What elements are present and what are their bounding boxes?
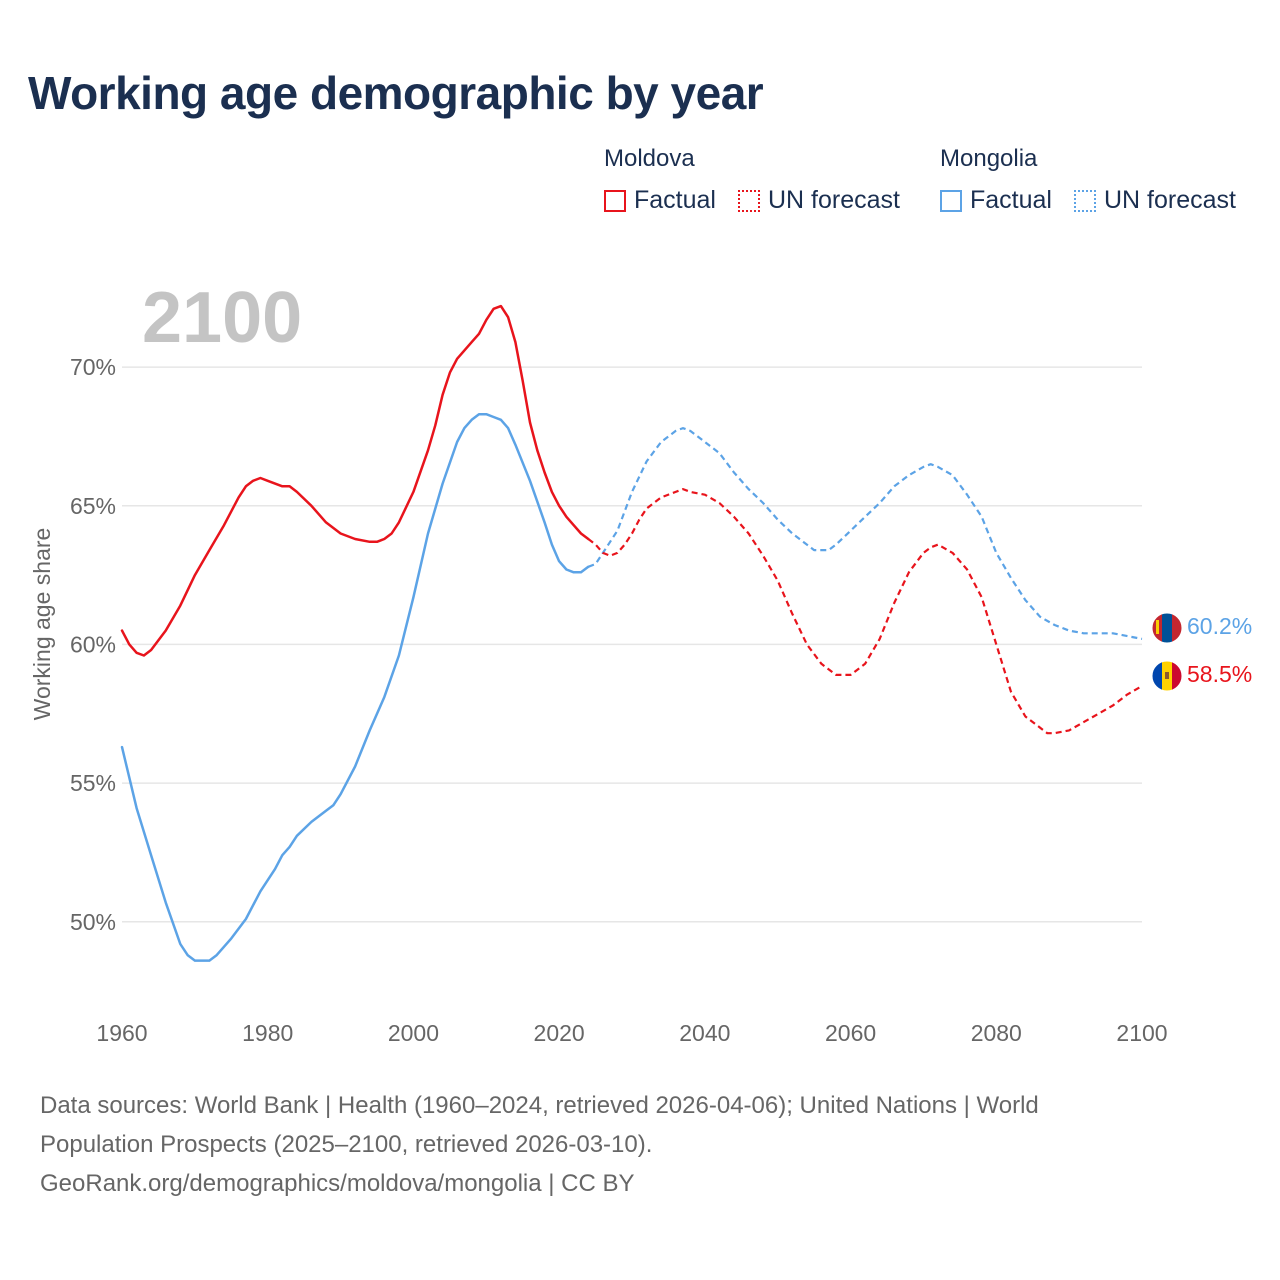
end-value-label-mongolia: 60.2% <box>1187 613 1252 639</box>
line-chart: 50% 55% 60% 65% 70% 1960 1980 2000 2020 2040 2060 2… <box>29 278 1252 1046</box>
legend-mongolia-forecast[interactable]: UN forecast <box>1074 186 1236 215</box>
x-tick-label: 1960 <box>96 1020 147 1046</box>
legend-group-moldova: Moldova <box>604 145 695 172</box>
x-tick-label: 2000 <box>388 1020 439 1046</box>
series-line-moldova-forecast[interactable] <box>587 488 1143 735</box>
footer-line: Population Prospects (2025–2100, retriev… <box>40 1131 653 1158</box>
legend-swatch-solid <box>604 189 626 212</box>
legend-label: UN forecast <box>1104 186 1236 214</box>
legend-swatch-dotted <box>738 189 760 212</box>
x-tick-label: 2080 <box>971 1020 1022 1046</box>
series <box>120 304 1143 962</box>
series-line-mongolia-forecast[interactable] <box>587 427 1143 640</box>
grid: 50% 55% 60% 65% 70% 1960 1980 2000 2020 2040 2060 2… <box>70 354 1168 1046</box>
x-tick-label: 2040 <box>679 1020 730 1046</box>
footer-link[interactable]: GeoRank.org/demographics/moldova/mongoli… <box>40 1170 635 1197</box>
legend-swatch-dotted <box>1074 189 1096 212</box>
legend-swatch-solid <box>940 189 962 212</box>
legend-label: Factual <box>970 186 1052 214</box>
legend-moldova-factual[interactable]: Factual <box>604 186 716 215</box>
mongolia-flag-icon <box>1151 612 1183 644</box>
series-line-mongolia-factual[interactable] <box>120 412 590 962</box>
legend-label: UN forecast <box>768 186 900 214</box>
y-tick-label: 55% <box>70 770 116 796</box>
y-axis-label: Working age share <box>29 528 55 721</box>
series-line-moldova-factual[interactable] <box>120 304 590 657</box>
x-tick-label: 2100 <box>1116 1020 1167 1046</box>
x-tick-label: 1980 <box>242 1020 293 1046</box>
x-tick-label: 2060 <box>825 1020 876 1046</box>
legend-moldova-forecast[interactable]: UN forecast <box>738 186 900 215</box>
y-tick-label: 70% <box>70 354 116 380</box>
y-tick-label: 65% <box>70 493 116 519</box>
chart-title: Working age demographic by year <box>28 67 764 119</box>
x-tick-label: 2020 <box>534 1020 585 1046</box>
year-watermark: 2100 <box>142 278 302 358</box>
moldova-flag-icon <box>1151 660 1183 692</box>
legend-group-mongolia: Mongolia <box>940 145 1038 172</box>
y-tick-label: 50% <box>70 909 116 935</box>
end-value-label-moldova: 58.5% <box>1187 661 1252 687</box>
footer-line: Data sources: World Bank | Health (1960–… <box>40 1092 1039 1119</box>
y-tick-label: 60% <box>70 631 116 657</box>
footer-sources: Data sources: World Bank | Health (1960–… <box>40 1086 1240 1203</box>
legend-mongolia-factual[interactable]: Factual <box>940 186 1052 215</box>
legend-label: Factual <box>634 186 716 214</box>
